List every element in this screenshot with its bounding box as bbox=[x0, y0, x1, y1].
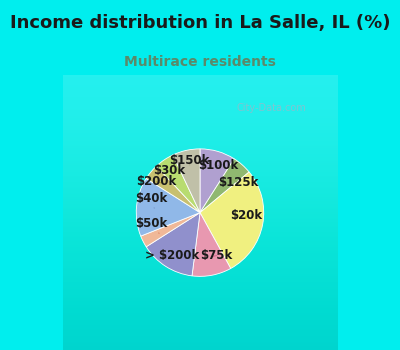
Text: $125k: $125k bbox=[218, 176, 259, 189]
Text: $20k: $20k bbox=[230, 209, 262, 222]
Text: $200k: $200k bbox=[136, 175, 176, 188]
Wedge shape bbox=[200, 159, 249, 212]
Wedge shape bbox=[200, 172, 264, 268]
Text: > $200k: > $200k bbox=[146, 249, 200, 262]
Wedge shape bbox=[156, 155, 200, 212]
Text: $100k: $100k bbox=[198, 159, 239, 172]
Text: $30k: $30k bbox=[153, 164, 185, 177]
Wedge shape bbox=[141, 212, 200, 247]
Text: $50k: $50k bbox=[136, 217, 168, 233]
Text: City-Data.com: City-Data.com bbox=[236, 103, 306, 113]
Text: $150k: $150k bbox=[169, 154, 209, 167]
Wedge shape bbox=[192, 212, 231, 276]
Text: $75k: $75k bbox=[200, 249, 233, 262]
Text: $40k: $40k bbox=[136, 192, 168, 208]
Text: Income distribution in La Salle, IL (%): Income distribution in La Salle, IL (%) bbox=[10, 14, 390, 32]
Text: Multirace residents: Multirace residents bbox=[124, 55, 276, 69]
Wedge shape bbox=[173, 149, 200, 212]
Wedge shape bbox=[146, 166, 200, 212]
Wedge shape bbox=[200, 149, 234, 212]
Wedge shape bbox=[146, 212, 200, 276]
Wedge shape bbox=[136, 178, 200, 236]
